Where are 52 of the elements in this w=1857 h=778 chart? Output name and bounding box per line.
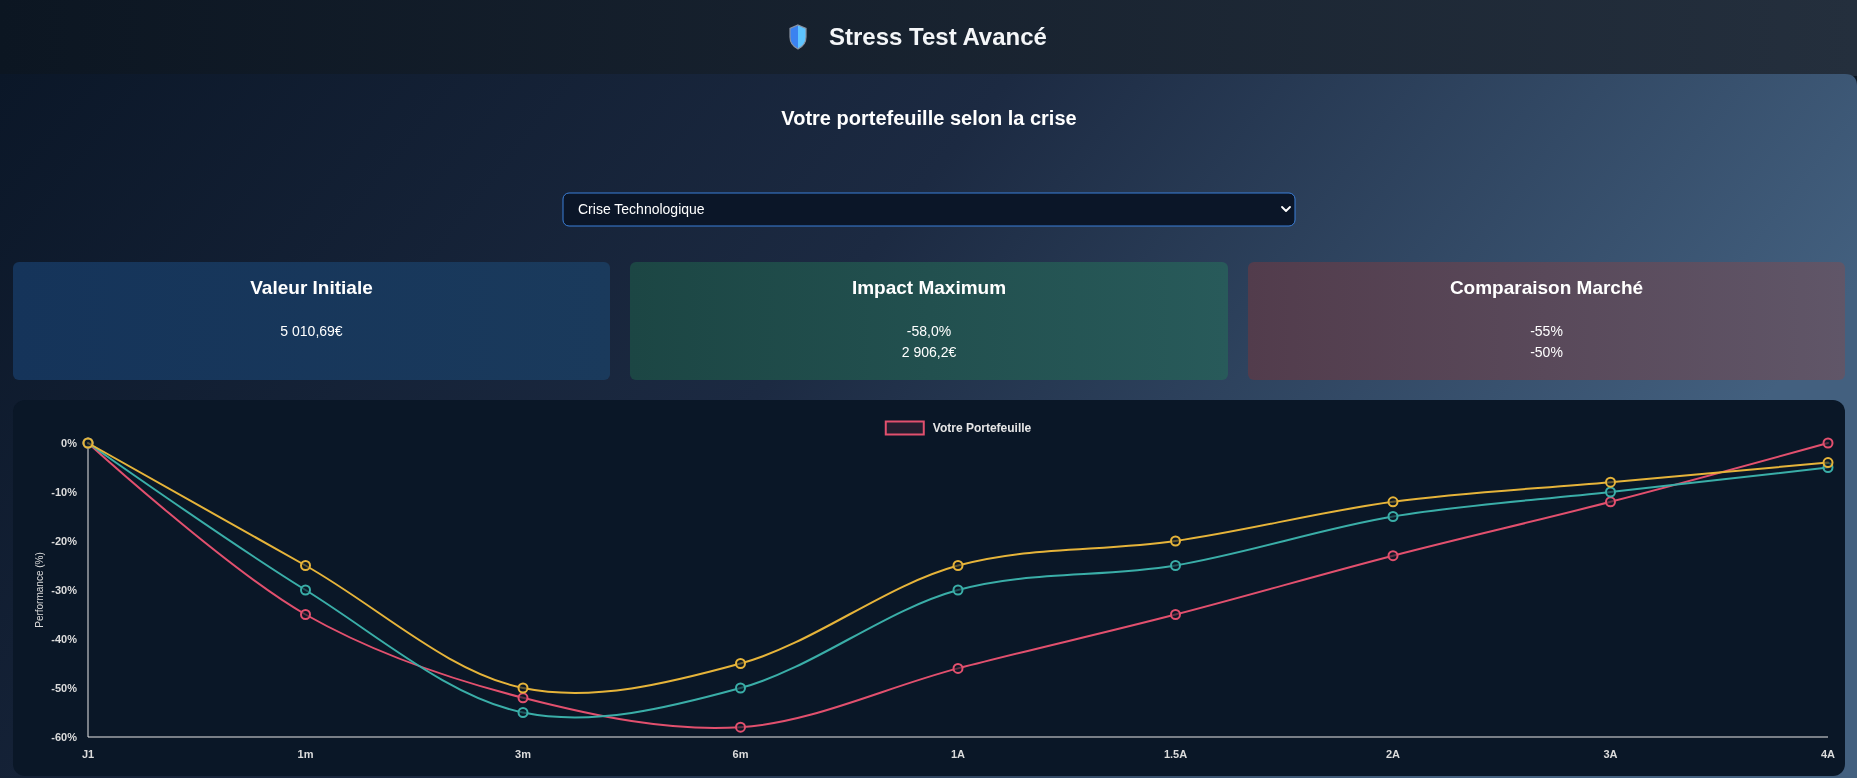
text: Impact Maximum <box>851 277 1007 298</box>
text: -55% <box>1530 323 1563 339</box>
point <box>952 662 964 674</box>
text: 5 010,69€ <box>280 323 343 339</box>
x-tick-label: 3A <box>1603 748 1618 760</box>
x-tick-label: 1m <box>297 748 314 760</box>
x-tick-label: J1 <box>81 748 95 760</box>
point <box>1822 437 1834 449</box>
point <box>1605 486 1616 498</box>
point <box>735 721 746 733</box>
point <box>1605 476 1616 488</box>
x-tick-label: 2A <box>1385 748 1401 760</box>
point <box>300 560 311 571</box>
point <box>300 609 311 620</box>
y-tick-label: -50% <box>51 681 78 694</box>
text: -58,0% <box>906 323 952 339</box>
point <box>1387 496 1399 508</box>
text: Crise Technologique <box>578 201 705 217</box>
point <box>735 658 746 669</box>
text: Stress Test Avancé <box>829 23 1047 50</box>
y-tick-label: -30% <box>51 583 78 596</box>
y-tick-label: -60% <box>51 730 78 743</box>
x-tick-label: 1A <box>950 748 966 760</box>
text: Votre portefeuille selon la crise <box>781 107 1077 129</box>
y-tick-label: -40% <box>51 632 78 645</box>
text: 2 906,2€ <box>901 344 957 360</box>
point <box>1605 496 1616 508</box>
y-tick-label: -20% <box>51 534 78 547</box>
point <box>1170 609 1181 620</box>
x-tick-label: 4A <box>1820 748 1836 760</box>
text: Valeur Initiale <box>250 277 373 298</box>
point <box>1387 511 1399 522</box>
point <box>517 682 529 694</box>
point <box>1822 457 1834 469</box>
point <box>735 682 746 694</box>
point <box>952 584 964 596</box>
point <box>1170 535 1181 547</box>
x-tick-label: 3m <box>515 748 532 760</box>
y-tick-label: -10% <box>51 485 78 498</box>
point <box>517 692 529 704</box>
y-axis-title: Performance (%) <box>34 552 45 628</box>
point <box>517 707 529 718</box>
text: -50% <box>1530 344 1563 360</box>
x-tick-label: 1.5A <box>1163 748 1188 760</box>
y-tick-label: 0% <box>61 436 78 449</box>
legend-label: Votre Portefeuille <box>932 421 1032 436</box>
x-tick-label: 6m <box>732 748 749 760</box>
point <box>952 560 964 571</box>
point <box>300 584 311 596</box>
point <box>1387 550 1399 562</box>
text: Comparaison Marché <box>1449 277 1644 298</box>
point <box>1170 560 1181 571</box>
